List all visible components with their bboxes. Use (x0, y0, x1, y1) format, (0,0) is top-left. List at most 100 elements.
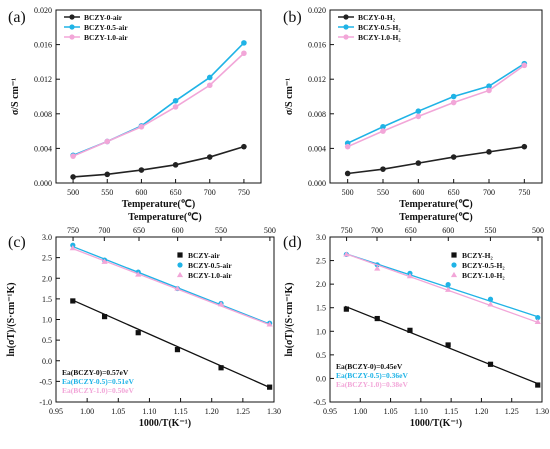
data-point (101, 258, 108, 264)
y-tick-label: 0.016 (34, 41, 52, 50)
data-point (415, 160, 422, 166)
panel-c: (c) 0.95 1.00 1.05 1.10 1.15 1.20 1.25 1.30 -1.0 -… (6, 212, 281, 429)
legend-item: BCZY-1.0-H₂ (450, 271, 505, 280)
y-tick-label: 1.0 (316, 327, 326, 336)
top-axis-label: Temperature(℃) (128, 212, 201, 223)
series-line (73, 145, 245, 178)
y-tick-label: 0.5 (42, 336, 52, 345)
legend-label: BCZY-1.0-air (84, 33, 128, 42)
data-point (415, 108, 422, 115)
x-tick-label: 0.95 (49, 407, 63, 416)
top-tick-label: 500 (532, 226, 544, 235)
series-1 (343, 305, 541, 388)
activation-energy-annotation: Ea(BCZY-1.0)=0.50eV (62, 386, 134, 395)
y-tick-label: -1.0 (39, 398, 52, 407)
y-tick-label: 0.008 (34, 110, 52, 119)
legend-swatch-marker (177, 262, 183, 268)
data-point (104, 171, 111, 178)
top-tick-label: 750 (67, 226, 79, 235)
top-tick-label: 500 (264, 226, 276, 235)
data-point (206, 82, 213, 89)
top-tick-label: 600 (442, 226, 454, 235)
x-tick-label: 750 (518, 188, 530, 197)
legend-label: BCZY-0-H₂ (358, 13, 396, 22)
data-point (374, 265, 381, 271)
data-point (70, 174, 76, 180)
top-tick-label: 750 (341, 226, 353, 235)
plot-frame (55, 9, 262, 184)
y-tick-label: 2.0 (42, 274, 52, 283)
x-tick-label: 500 (342, 188, 354, 197)
legend-item: BCZY-1.0-air (64, 33, 128, 42)
x-tick-label: 1.30 (535, 407, 549, 416)
activation-energy-annotation: Ea(BCZY-0.5)=0.36eV (336, 371, 408, 380)
data-point (487, 301, 494, 307)
x-axis-label: Temperature(℃) (122, 199, 195, 210)
data-point (486, 149, 492, 155)
data-point (486, 83, 492, 89)
legend-item: BCZY-1.0-H₂ (338, 33, 401, 42)
data-point (174, 347, 181, 353)
x-tick-label: 1.05 (111, 407, 125, 416)
data-point (267, 384, 273, 390)
x-tick-label: 700 (204, 188, 216, 197)
legend-label: BCZY-0-air (84, 13, 123, 22)
x-tick-label: 600 (412, 188, 424, 197)
data-point (406, 273, 414, 279)
data-point (241, 143, 247, 150)
activation-energy-annotation: Ea(BCZY-0.5)=0.51eV (62, 377, 134, 386)
series-2 (70, 40, 247, 159)
legend-swatch-marker (69, 14, 75, 20)
activation-energy-annotation: Ea(BCZY-0)=0.57eV (62, 368, 129, 377)
data-point (218, 365, 224, 371)
data-point (486, 87, 492, 94)
data-point (344, 170, 351, 177)
x-tick-label: 1.10 (414, 407, 428, 416)
y-tick-label: 0.004 (308, 144, 326, 153)
x-tick-label: 550 (101, 188, 113, 197)
x-tick-label: 1.00 (353, 407, 367, 416)
series-line (72, 52, 245, 157)
data-point (172, 98, 179, 104)
series-1 (70, 143, 247, 180)
data-point (135, 271, 142, 277)
x-tick-label: 1.30 (267, 407, 281, 416)
data-point (445, 286, 452, 292)
legend-label: BCZY-0.5-air (188, 261, 232, 270)
series-1 (70, 298, 273, 390)
y-tick-label: 3.0 (42, 233, 52, 242)
y-tick-label: 0.012 (34, 75, 52, 84)
y-tick-label: -0.5 (39, 377, 52, 386)
legend-swatch-marker (69, 24, 75, 30)
y-tick-label: 1.0 (42, 316, 52, 325)
data-point (407, 327, 413, 333)
y-tick-label: 0.0 (316, 374, 326, 383)
y-axis-label: σ/S cm⁻¹ (284, 78, 295, 115)
top-tick-label: 700 (371, 226, 383, 235)
activation-energy-annotation: Ea(BCZY-0)=0.45eV (336, 362, 403, 371)
x-tick-label: 0.95 (323, 407, 337, 416)
data-point (535, 382, 541, 388)
data-point (70, 153, 76, 159)
data-point (135, 330, 141, 336)
legend-swatch-marker (343, 34, 349, 40)
top-tick-label: 550 (215, 226, 227, 235)
data-point (172, 162, 179, 168)
legend-item: BCZY-0-H₂ (338, 13, 396, 22)
legend-swatch-marker (69, 34, 75, 40)
x-tick-label: 650 (170, 188, 182, 197)
y-tick-label: 0.5 (316, 351, 326, 360)
y-tick-label: 2.5 (316, 257, 326, 266)
y-axis-label: σ/S cm⁻¹ (10, 78, 21, 115)
data-point (450, 93, 457, 100)
legend-swatch-marker (177, 252, 183, 258)
data-point (521, 143, 528, 150)
data-point (534, 318, 541, 324)
legend-label: BCZY-H₂ (462, 251, 493, 260)
legend-label: BCZY-0.5-H₂ (462, 261, 505, 270)
data-point (138, 123, 145, 130)
x-tick-label: 700 (483, 188, 495, 197)
y-tick-label: 0.0 (42, 357, 52, 366)
series-line (347, 64, 525, 148)
